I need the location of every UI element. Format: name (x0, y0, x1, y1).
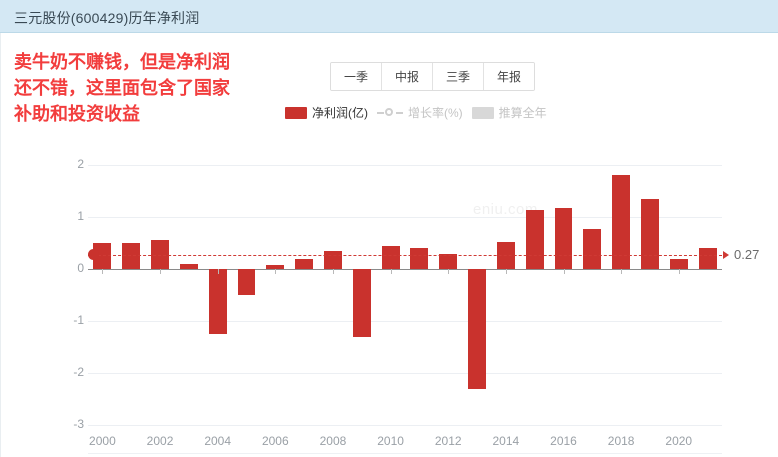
legend-item-growth-rate[interactable]: 增长率(%) (377, 104, 463, 121)
legend-swatch-gray-icon (471, 106, 494, 119)
bar-2010[interactable] (381, 245, 400, 269)
period-button-q3[interactable]: 三季 (433, 63, 485, 90)
gridline (88, 165, 722, 166)
x-axis-tick (217, 269, 219, 274)
x-axis-tick (102, 269, 104, 274)
x-axis-tick-label: 2016 (550, 434, 577, 448)
bar-2012[interactable] (439, 254, 458, 269)
legend-label-net-profit: 净利润(亿) (312, 106, 368, 120)
bar-2017[interactable] (583, 228, 602, 269)
x-axis-tick (390, 269, 392, 274)
legend-item-estimated-full-year[interactable]: 推算全年 (471, 104, 547, 121)
legend-swatch-icon (285, 106, 307, 119)
x-axis-tick (621, 269, 623, 274)
bar-2000[interactable] (93, 243, 112, 269)
x-axis-tick (505, 269, 507, 274)
bar-2007[interactable] (295, 258, 314, 269)
bar-2005[interactable] (237, 269, 256, 295)
zero-axis-line (88, 269, 722, 270)
bar-2019[interactable] (641, 198, 659, 269)
x-axis-tick-label: 2000 (89, 434, 116, 448)
gridline (88, 217, 722, 218)
gridline (88, 373, 722, 374)
bar-2001[interactable] (122, 243, 141, 269)
period-button-h1[interactable]: 中报 (382, 63, 434, 90)
x-axis-tick (563, 269, 565, 274)
bar-2011[interactable] (410, 248, 429, 269)
series-start-marker-dot (88, 249, 99, 261)
y-axis: 2 1 0 -1 -2 -3 (50, 157, 84, 431)
bar-2018[interactable] (612, 175, 631, 269)
value-callout-arrow-icon (723, 250, 729, 259)
bar-2015[interactable] (525, 210, 544, 269)
gridline (88, 321, 722, 322)
bar-2004[interactable] (208, 269, 227, 334)
watermark: eniu.com (473, 201, 538, 218)
gridline (88, 425, 722, 426)
x-axis-tick (332, 269, 334, 274)
bar-2013[interactable] (468, 269, 486, 389)
x-axis-tick-label: 2002 (146, 434, 174, 448)
x-axis-tick (275, 269, 277, 274)
x-axis-tick-label: 2004 (204, 434, 232, 448)
x-axis-tick (678, 269, 680, 274)
average-value-line (88, 254, 722, 256)
x-axis-tick-label: 2018 (607, 434, 635, 448)
net-profit-bar-chart[interactable]: 2 1 0 -1 -2 -3 eniu.com 2000 2002 2004 2006 2008 2… (0, 140, 778, 457)
annotation-line-1: 卖牛奶不赚钱，但是净利润 (14, 52, 230, 73)
y-axis-tick-label: 2 (77, 157, 84, 171)
x-axis-tick-label: 2020 (665, 434, 693, 448)
y-axis-tick-label: -2 (73, 365, 84, 379)
annotation-line-2: 还不错，这里面包含了国家 (14, 78, 230, 99)
bar-2008[interactable] (324, 250, 342, 269)
x-axis-tick (448, 269, 450, 274)
period-button-group[interactable]: 一季 中报 三季 年报 (330, 62, 536, 91)
y-axis-tick-label: 1 (77, 209, 84, 223)
period-button-year[interactable]: 年报 (484, 63, 535, 90)
y-axis-tick-label: 0 (77, 261, 84, 275)
legend-item-net-profit[interactable]: 净利润(亿) (285, 104, 368, 121)
bar-2006[interactable] (266, 265, 285, 269)
bar-2002[interactable] (151, 240, 169, 269)
x-axis-tick-label: 2010 (377, 434, 404, 448)
bar-2020[interactable] (669, 258, 688, 269)
page-header: 三元股份(600429)历年净利润 (0, 0, 778, 33)
x-axis-tick-label: 2008 (319, 434, 347, 448)
chart-legend: 净利润(亿) 增长率(%) 推算全年 (285, 104, 547, 121)
legend-label-growth-rate: 增长率(%) (408, 106, 463, 120)
bar-2021[interactable] (698, 248, 717, 269)
plot-area: eniu.com 2000 2002 2004 2006 2008 2010 2012 201… (88, 165, 760, 448)
value-callout-label: 0.27 (734, 246, 760, 262)
line-circle-icon (377, 107, 403, 119)
left-edge-rule (0, 33, 1, 457)
x-axis-tick-label: 2012 (434, 434, 462, 448)
bottom-rule (88, 453, 722, 454)
x-axis-tick-label: 2014 (492, 434, 520, 448)
y-axis-tick-label: -3 (73, 417, 84, 431)
y-axis-tick-label: -1 (73, 313, 84, 327)
annotation-text: 卖牛奶不赚钱，但是净利润 还不错，这里面包含了国家 补助和投资收益 (14, 50, 274, 128)
x-axis-tick (160, 269, 162, 274)
period-button-q1[interactable]: 一季 (331, 63, 383, 90)
legend-label-estimated-full-year: 推算全年 (498, 106, 547, 120)
bar-2003[interactable] (179, 263, 198, 269)
bar-2009[interactable] (352, 269, 371, 337)
bar-2016[interactable] (554, 208, 573, 269)
annotation-line-3: 补助和投资收益 (14, 104, 140, 125)
page-title: 三元股份(600429)历年净利润 (14, 10, 200, 26)
x-axis-tick-label: 2006 (261, 434, 289, 448)
